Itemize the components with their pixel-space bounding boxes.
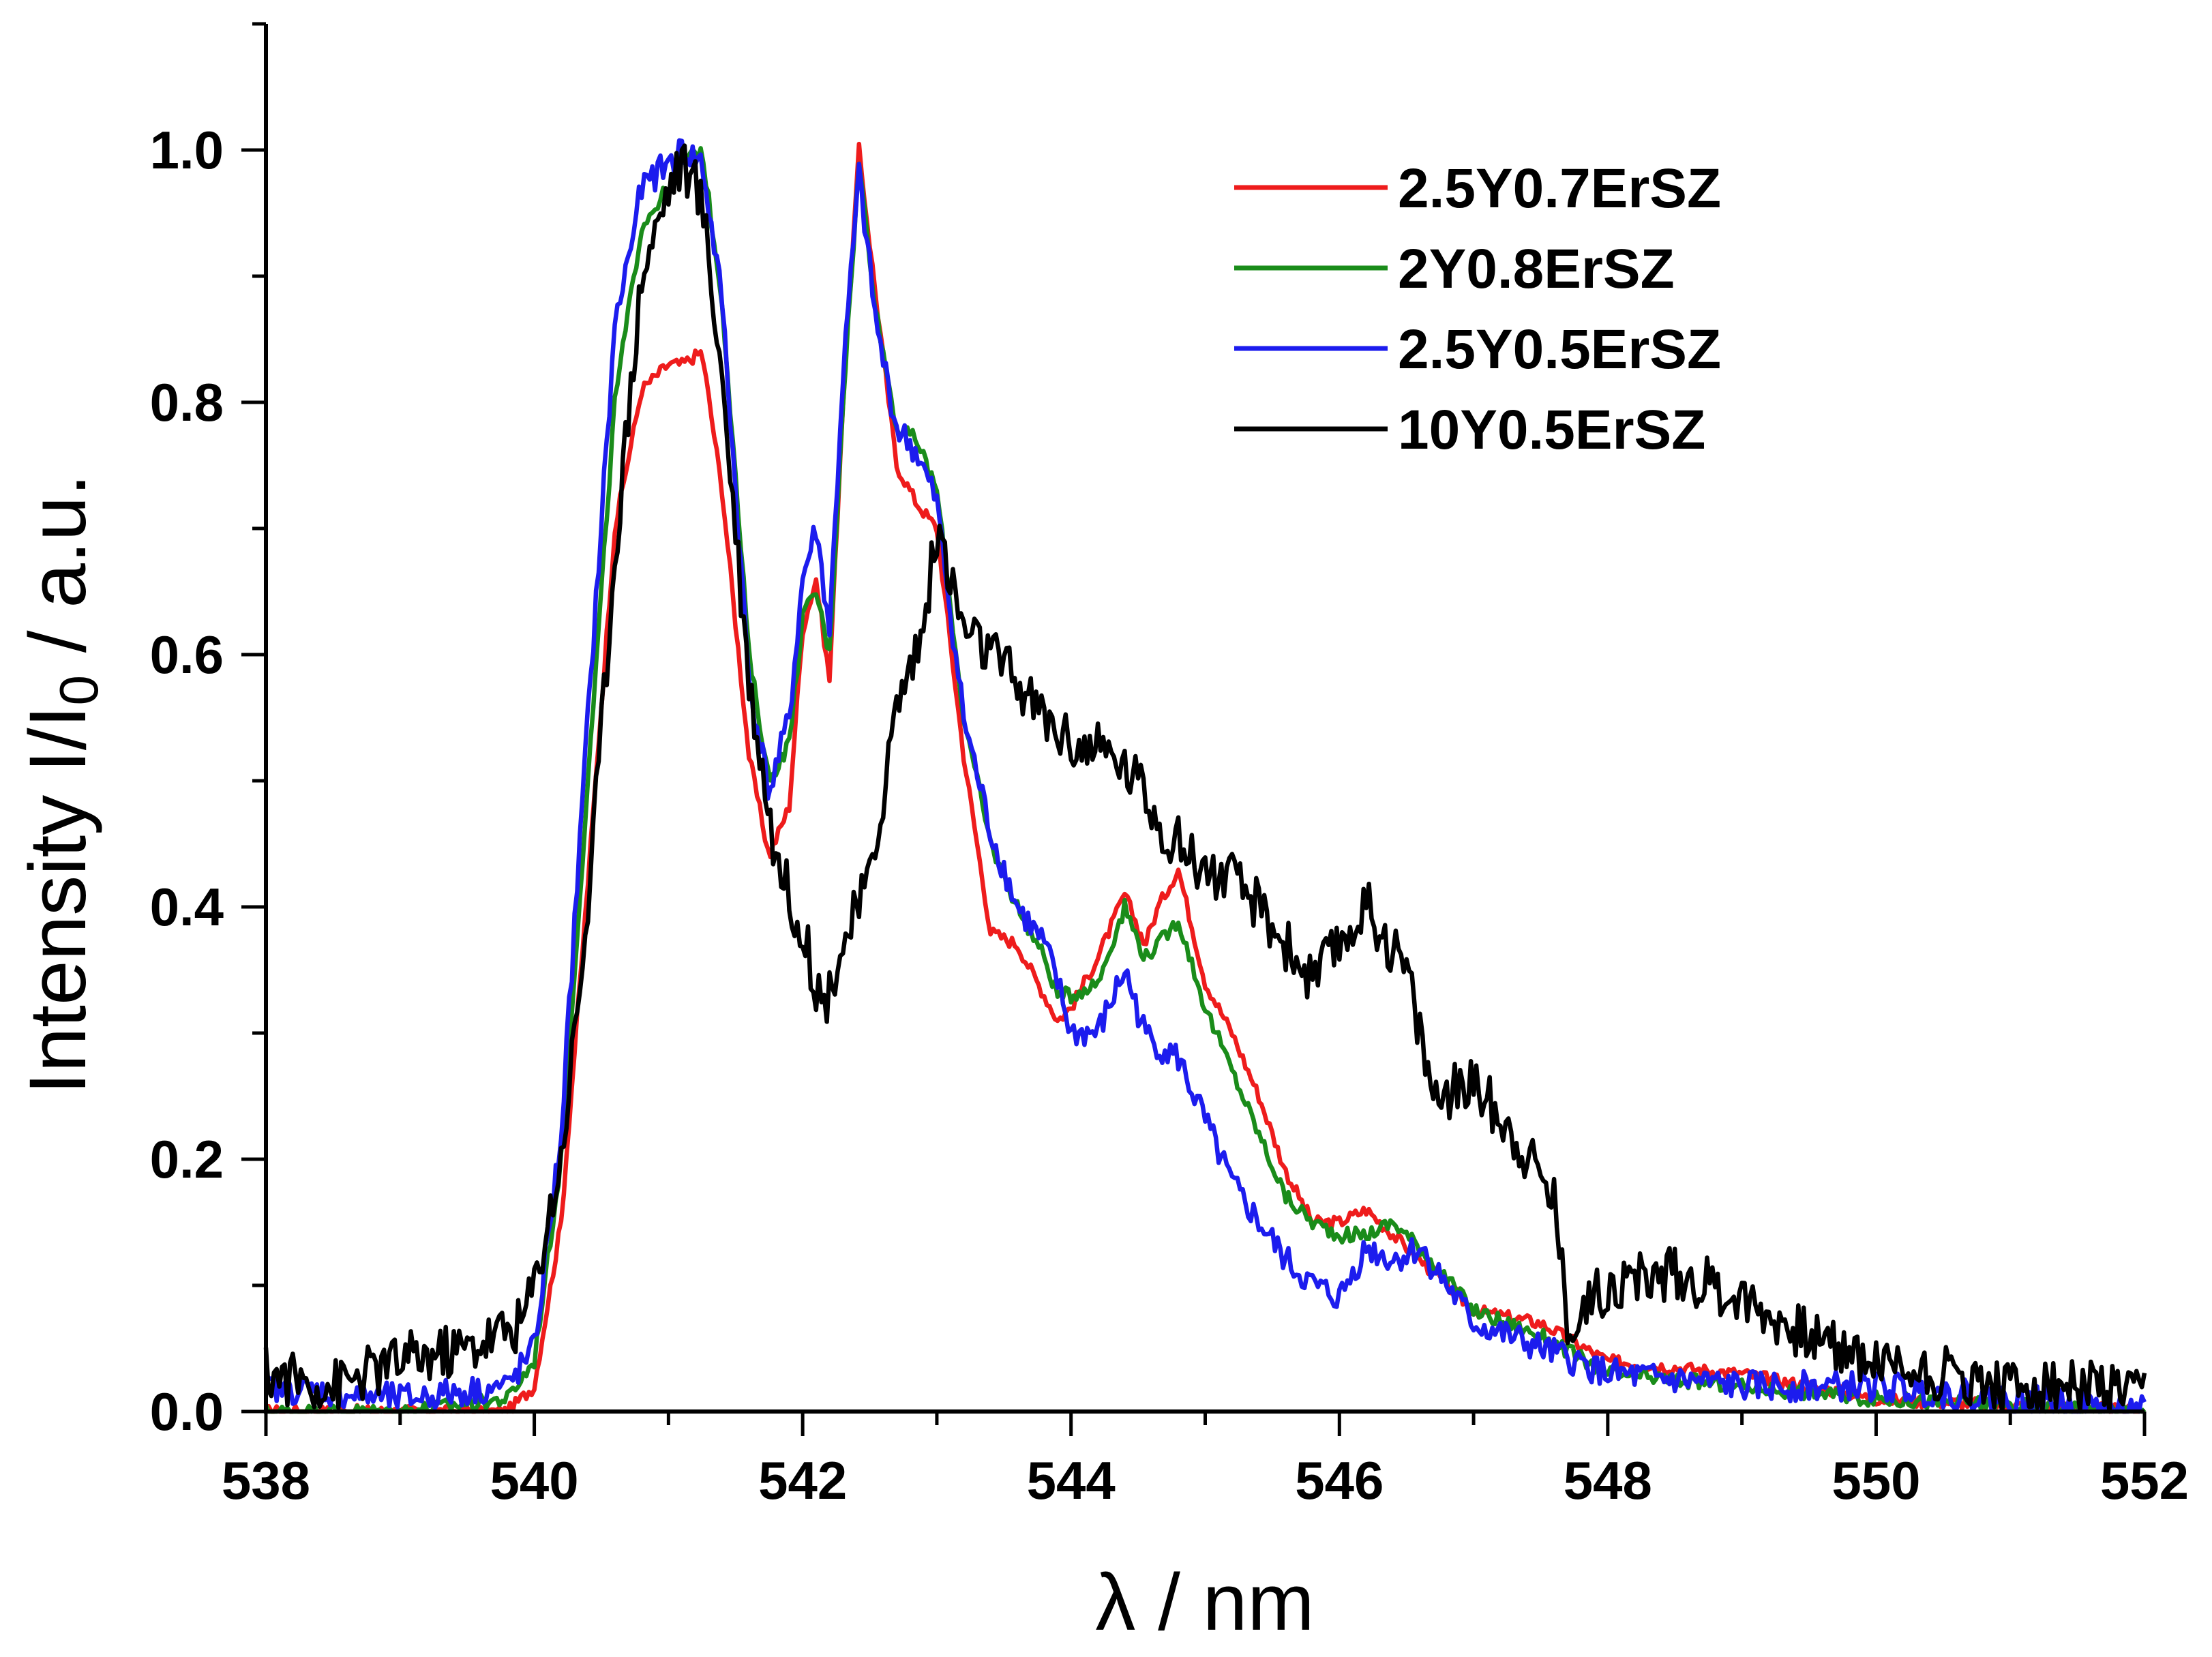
x-tick-label: 538 [222,1450,310,1510]
legend-label: 10Y0.5ErSZ [1398,399,1705,461]
legend-label: 2.5Y0.7ErSZ [1398,158,1721,220]
x-tick-label: 540 [490,1450,579,1510]
y-axis-title-main: Intensity I/I [13,706,103,1095]
legend: 2.5Y0.7ErSZ 2Y0.8ErSZ 2.5Y0.5ErSZ 10Y0.5ErS… [1234,158,1721,461]
x-tick-label: 542 [758,1450,847,1510]
legend-label: 2.5Y0.5ErSZ [1398,318,1721,380]
y-axis-title-subscript: 0 [48,675,109,706]
y-tick-label: 0.2 [150,1129,224,1189]
x-tick-label: 546 [1295,1450,1384,1510]
y-tick-label: 0.0 [150,1382,224,1442]
labels-layer: λ / nm Intensity I/I0 / a.u. [13,474,1315,1647]
series-layer [263,138,2147,1414]
ticks-layer: 538 540 542 544 546 548 550 552 0.0 0.2 0.4 0.6 0.8 1… [150,22,2189,1510]
x-tick-label: 544 [1027,1450,1116,1510]
y-axis-title-tail: / a.u. [13,474,103,675]
series-line-2-5y0-5ersz [264,138,2147,1414]
x-tick-label: 552 [2100,1450,2189,1510]
x-axis-title: λ / nm [1095,1557,1314,1647]
x-tick-label: 550 [1832,1450,1920,1510]
y-tick-label: 0.8 [150,372,224,432]
series-line-10y0-5ersz [263,143,2147,1414]
x-tick-label: 548 [1564,1450,1652,1510]
y-axis-title: Intensity I/I0 / a.u. [13,474,109,1094]
series-line-2y0-8ersz [264,146,2147,1414]
y-tick-label: 0.4 [150,877,224,937]
y-tick-label: 1.0 [150,120,224,180]
legend-label: 2Y0.8ErSZ [1398,238,1675,300]
y-tick-label: 0.6 [150,625,224,685]
